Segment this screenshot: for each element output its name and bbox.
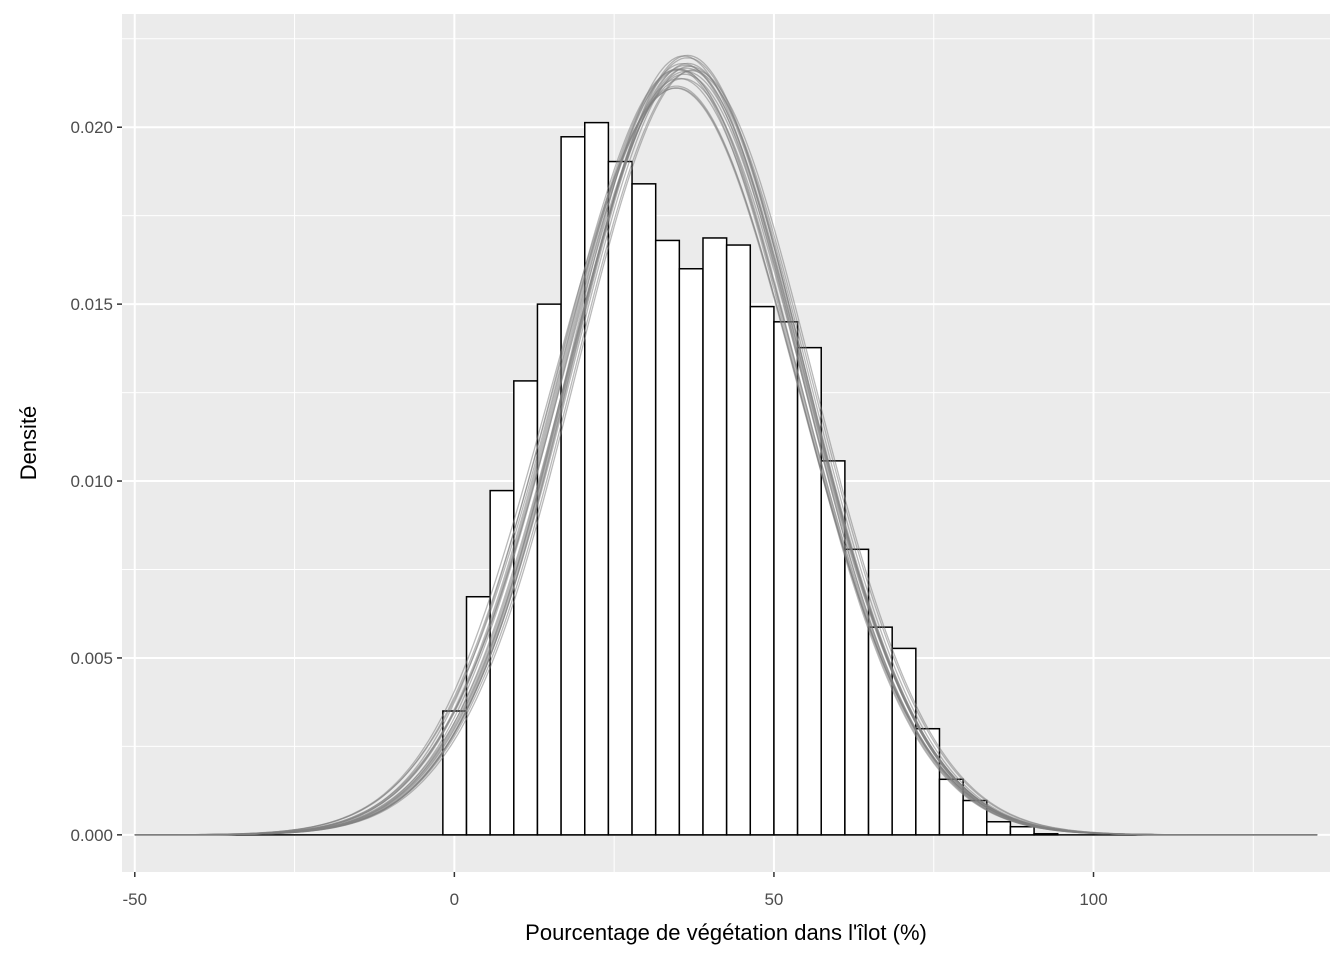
x-axis-title: Pourcentage de végétation dans l'îlot (%… xyxy=(525,920,927,945)
y-tick-label: 0.010 xyxy=(70,472,113,491)
density-curve xyxy=(134,78,1318,836)
x-tick-label: 100 xyxy=(1079,890,1107,909)
x-tick-label: -50 xyxy=(122,890,147,909)
x-tick-label: 50 xyxy=(764,890,783,909)
y-tick-label: 0.015 xyxy=(70,295,113,314)
x-axis: -50 0 50 100 xyxy=(122,872,1108,909)
histogram-bar xyxy=(654,239,681,836)
y-tick-label: 0.020 xyxy=(70,118,113,137)
x-tick-label: 0 xyxy=(450,890,459,909)
histogram-bar xyxy=(773,321,799,836)
histogram-bar xyxy=(725,244,752,836)
y-axis: 0.000 0.005 0.010 0.015 0.020 xyxy=(70,118,122,845)
histogram-bar xyxy=(678,267,704,836)
histogram-bar xyxy=(1033,833,1059,836)
histogram-bar xyxy=(1009,825,1035,836)
y-tick-label: 0.000 xyxy=(70,826,113,845)
histogram-bar xyxy=(631,183,657,836)
density-curves xyxy=(134,54,1318,836)
histogram-bar xyxy=(749,305,775,836)
histogram-bar xyxy=(607,160,633,836)
histogram-bar xyxy=(986,821,1012,836)
y-tick-label: 0.005 xyxy=(70,649,113,668)
histogram-bar xyxy=(560,136,586,836)
y-axis-title: Densité xyxy=(16,406,41,481)
histogram-bar xyxy=(702,237,728,836)
